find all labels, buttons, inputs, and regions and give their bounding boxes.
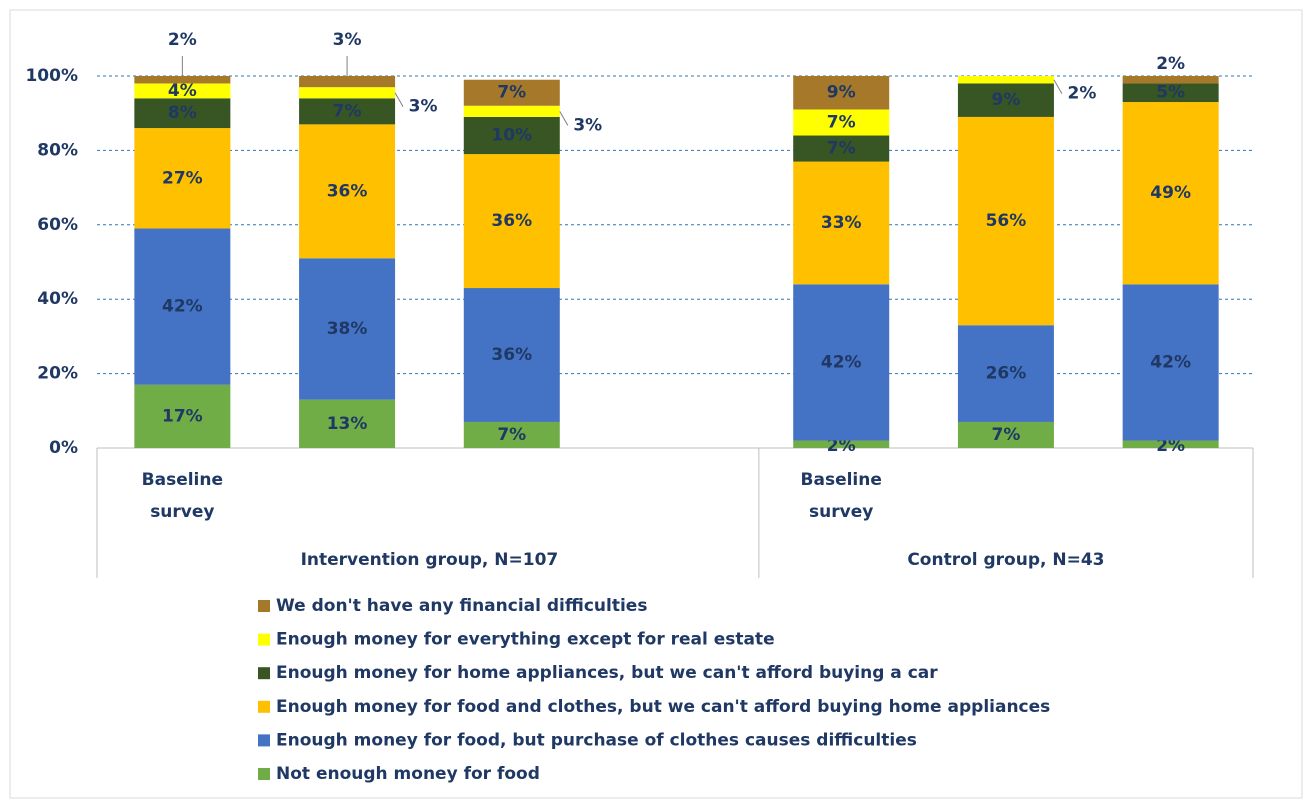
value-label: 5% <box>1156 83 1185 103</box>
value-label: 42% <box>162 297 203 317</box>
bar-segment <box>299 258 396 400</box>
value-label: 7% <box>827 139 856 159</box>
value-label: 3% <box>409 97 438 117</box>
value-label: 7% <box>497 425 526 445</box>
y-tick-label: 20% <box>37 364 78 384</box>
value-label: 38% <box>327 319 368 339</box>
bar-segment <box>793 109 890 136</box>
leader-line <box>394 92 404 107</box>
value-label: 42% <box>1150 352 1191 372</box>
leader-line <box>559 111 569 126</box>
legend-label: Enough money for home appliances, but we… <box>276 663 938 683</box>
value-label: 36% <box>491 211 532 231</box>
chart-border <box>9 9 1303 799</box>
bar-segment <box>134 83 231 99</box>
bar-segment <box>957 116 1054 326</box>
bar-segment <box>299 76 396 88</box>
legend-swatch <box>258 667 270 680</box>
legend-swatch <box>258 600 270 612</box>
group-label: Intervention group, N=107 <box>301 550 559 570</box>
value-label: 3% <box>333 30 362 50</box>
value-label: 2% <box>1156 54 1185 74</box>
bar-segment <box>793 76 890 110</box>
legend-swatch <box>258 768 270 780</box>
bar-segment <box>463 116 560 155</box>
value-label: 4% <box>168 81 197 101</box>
legend-label: Enough money for food and clothes, but w… <box>276 697 1050 717</box>
y-tick-label: 0% <box>49 438 78 458</box>
bar-segment <box>134 128 231 229</box>
legend-label: We don't have any financial difficulties <box>276 596 647 616</box>
value-label: 9% <box>827 83 856 103</box>
bar-segment <box>299 98 396 125</box>
bar-segment <box>957 325 1054 422</box>
y-tick-label: 100% <box>25 66 78 86</box>
bar-segment <box>957 83 1054 117</box>
bar-segment <box>793 284 890 441</box>
value-label: 2% <box>1067 84 1096 104</box>
value-label: 2% <box>168 30 197 50</box>
value-label: 3% <box>573 115 602 135</box>
value-label: 7% <box>827 113 856 133</box>
bar-segment <box>793 161 890 285</box>
value-label: 7% <box>333 101 362 121</box>
bar-segment <box>463 79 560 106</box>
value-label: 33% <box>821 213 862 233</box>
value-label: 10% <box>491 126 532 146</box>
value-label: 36% <box>491 345 532 365</box>
y-tick-label: 40% <box>37 289 78 309</box>
bar-segment <box>1122 440 1219 448</box>
value-label: 13% <box>327 414 368 434</box>
bar-segment <box>134 384 231 448</box>
value-label: 8% <box>168 103 197 123</box>
value-label: 17% <box>162 406 203 426</box>
x-tick-label: Baseline survey <box>142 470 223 522</box>
value-label: 36% <box>327 181 368 201</box>
value-label: 7% <box>497 83 526 103</box>
legend-label: Enough money for everything except for r… <box>276 630 775 650</box>
legend-swatch <box>258 633 270 646</box>
bar-segment <box>463 105 560 117</box>
bar-segment <box>299 87 396 99</box>
bar-segment <box>957 421 1054 448</box>
bar-segment <box>957 76 1054 84</box>
value-label: 27% <box>162 168 203 188</box>
bar-segment <box>299 124 396 259</box>
leader-line <box>1053 79 1063 94</box>
legend-label: Enough money for food, but purchase of c… <box>276 730 917 750</box>
bar-segment <box>793 440 890 448</box>
bar-segment <box>1122 102 1219 285</box>
value-label: 2% <box>827 436 856 456</box>
bar-segment <box>299 399 396 448</box>
value-label: 26% <box>986 364 1027 384</box>
bar-segment <box>793 135 890 162</box>
bar-segment <box>463 421 560 448</box>
value-label: 56% <box>986 211 1027 231</box>
value-label: 7% <box>991 425 1020 445</box>
bar-segment <box>463 154 560 289</box>
bar-segment <box>134 228 231 385</box>
group-label: Control group, N=43 <box>907 550 1104 570</box>
x-tick-label: Baseline survey <box>801 470 882 522</box>
value-label: 49% <box>1150 183 1191 203</box>
y-tick-label: 60% <box>37 215 78 235</box>
legend-swatch <box>258 734 270 747</box>
y-tick-label: 80% <box>37 140 78 160</box>
value-label: 2% <box>1156 436 1185 456</box>
bar-segment <box>1122 76 1219 84</box>
value-label: 9% <box>991 90 1020 110</box>
bar-segment <box>1122 284 1219 441</box>
legend-swatch <box>258 700 270 713</box>
bar-segment <box>134 98 231 129</box>
bar-segment <box>463 288 560 422</box>
value-label: 42% <box>821 352 862 372</box>
legend-label: Not enough money for food <box>276 764 540 784</box>
bar-segment <box>1122 83 1219 103</box>
bar-segment <box>134 76 231 84</box>
